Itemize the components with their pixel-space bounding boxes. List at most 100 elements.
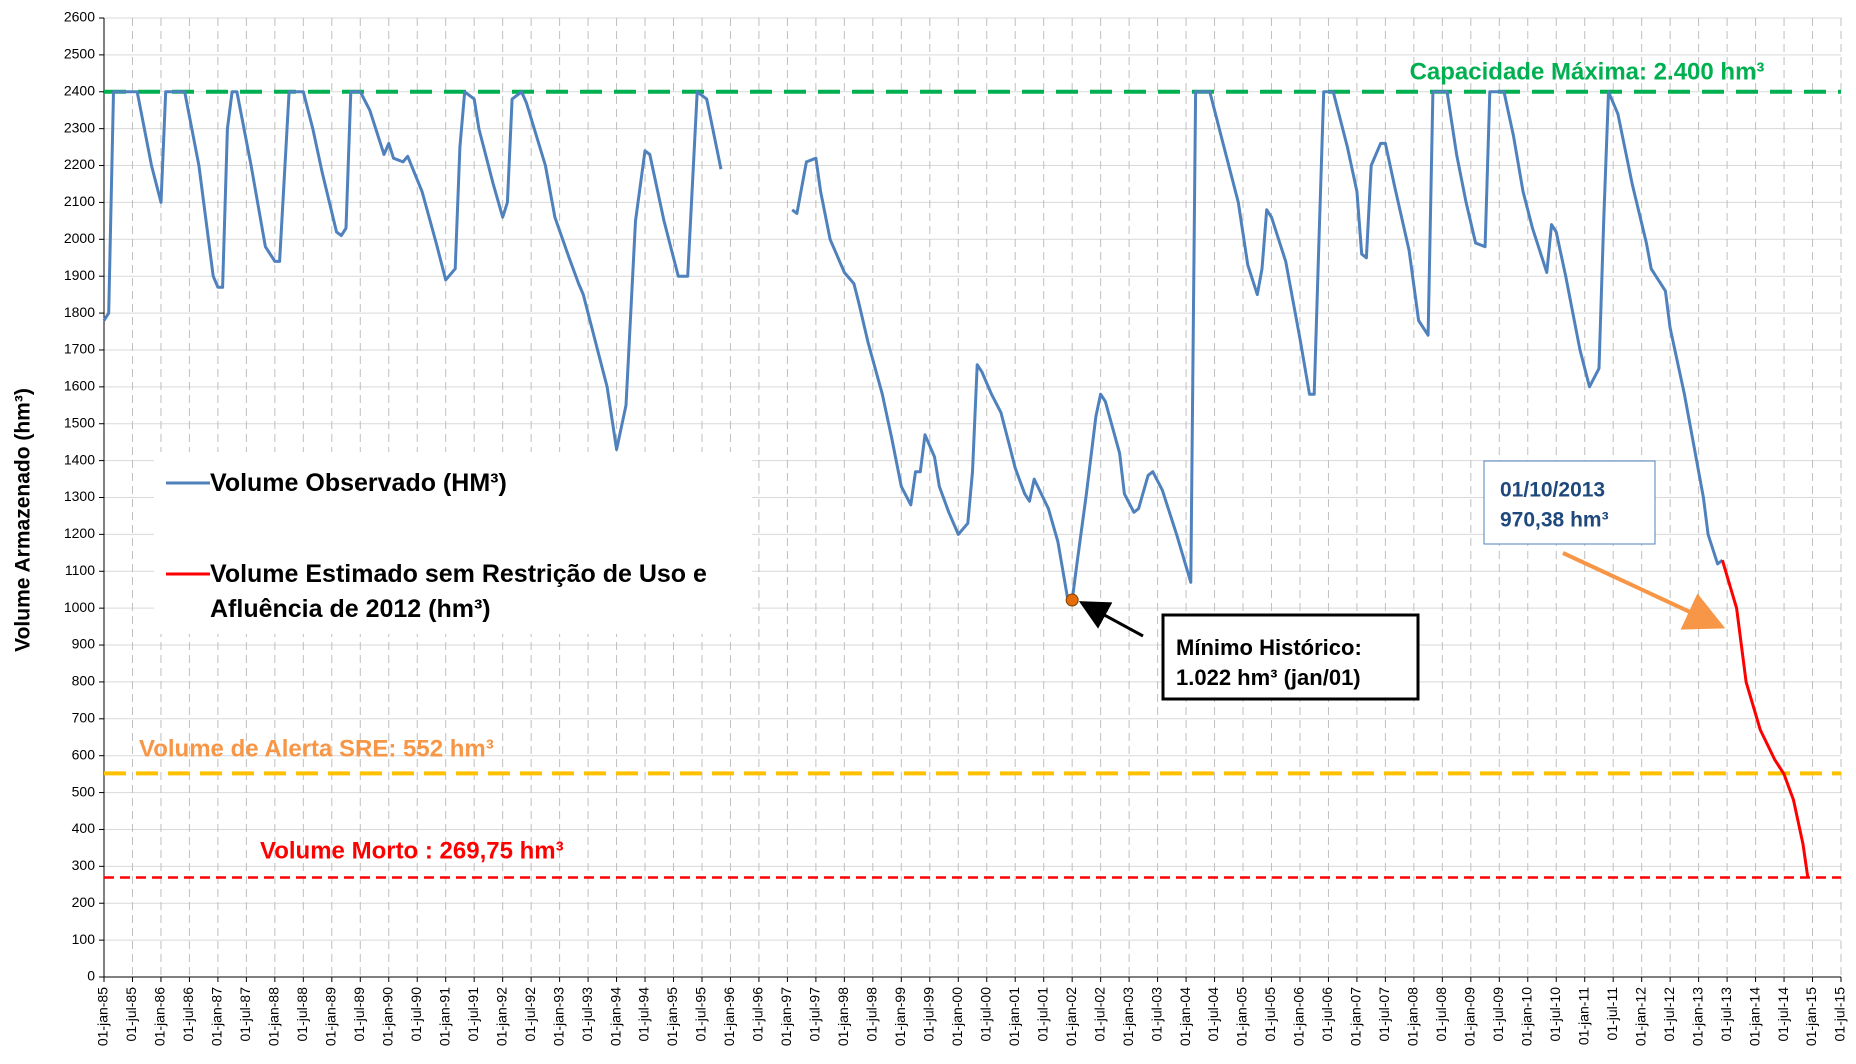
y-tick-label: 1100 [65, 562, 95, 578]
y-tick-label: 300 [72, 857, 96, 873]
y-tick-label: 2100 [64, 193, 95, 209]
x-tick-label: 01-jul-13 [1718, 987, 1734, 1042]
annotation-text: 970,38 hm³ [1500, 509, 1609, 532]
y-tick-label: 1800 [64, 304, 95, 320]
x-tick-label: 01-jul-94 [636, 987, 652, 1042]
y-tick-label: 1900 [64, 267, 95, 283]
y-tick-label: 800 [72, 673, 96, 689]
series-line [102, 90, 1724, 602]
x-tick-label: 01-jul-87 [237, 987, 253, 1042]
x-tick-label: 01-jan-98 [835, 987, 851, 1046]
x-tick-label: 01-jul-85 [123, 987, 139, 1042]
x-tick-label: 01-jul-08 [1433, 987, 1449, 1042]
annotation-text: 01/10/2013 [1500, 479, 1605, 502]
y-tick-label: 1000 [64, 599, 95, 615]
x-tick-label: 01-jan-96 [721, 987, 737, 1046]
x-tick-label: 01-jan-00 [949, 987, 965, 1046]
annotation-text: 1.022 hm³ (jan/01) [1176, 665, 1361, 690]
y-axis-title: Volume Armazenado (hm³) [12, 388, 35, 652]
y-tick-label: 1200 [64, 525, 95, 541]
x-tick-label: 01-jul-97 [807, 987, 823, 1042]
x-tick-label: 01-jul-91 [465, 987, 481, 1042]
x-tick-label: 01-jan-89 [323, 987, 339, 1046]
x-tick-label: 01-jan-86 [152, 987, 168, 1046]
legend-entry-box: Volume Observado (HM³) [210, 469, 507, 497]
series-line [1720, 559, 1810, 878]
x-tick-label: 01-jul-01 [1034, 987, 1050, 1042]
y-tick-label: 200 [72, 894, 96, 910]
min-point [1065, 593, 1079, 607]
x-tick-label: 01-jan-10 [1518, 987, 1534, 1046]
legend-box [154, 452, 752, 634]
x-tick-label: 01-jan-91 [436, 987, 452, 1046]
x-tick-label: 01-jul-11 [1604, 987, 1620, 1041]
y-tick-label: 2600 [64, 9, 95, 25]
x-tick-label: 01-jul-92 [522, 987, 538, 1042]
x-tick-label: 01-jan-09 [1462, 987, 1478, 1046]
annotation-box [1483, 460, 1656, 545]
x-tick-label: 01-jul-15 [1832, 987, 1848, 1042]
x-tick-label: 01-jan-05 [1234, 987, 1250, 1046]
x-tick-label: 01-jul-10 [1547, 987, 1563, 1042]
y-tick-label: 1400 [64, 451, 95, 467]
x-tick-label: 01-jul-93 [579, 987, 595, 1042]
y-tick-label: 0 [87, 968, 95, 984]
x-tick-label: 01-jan-14 [1746, 987, 1762, 1046]
x-tick-label: 01-jan-97 [778, 987, 794, 1046]
x-tick-label: 01-jan-85 [95, 987, 111, 1046]
x-tick-label: 01-jul-12 [1661, 987, 1677, 1042]
x-tick-label: 01-jan-07 [1348, 987, 1364, 1046]
x-tick-label: 01-jul-09 [1490, 987, 1506, 1042]
x-tick-label: 01-jan-01 [1006, 987, 1022, 1046]
x-tick-label: 01-jul-05 [1262, 987, 1278, 1042]
x-tick-label: 01-jul-03 [1148, 987, 1164, 1042]
y-tick-label: 400 [72, 820, 96, 836]
x-tick-label: 01-jul-88 [294, 987, 310, 1042]
x-tick-label: 01-jul-89 [351, 987, 367, 1042]
x-tick-label: 01-jul-06 [1319, 987, 1335, 1042]
x-tick-label: 01-jan-92 [493, 987, 509, 1046]
x-tick-label: 01-jul-99 [920, 987, 936, 1042]
annotation-arrow [1078, 601, 1144, 638]
reference-label: Volume Morto : 269,75 hm³ [260, 837, 564, 864]
y-tick-label: 1500 [64, 414, 95, 430]
x-tick-label: 01-jan-12 [1632, 987, 1648, 1046]
legend-entry: Volume Observado (HM³) [210, 469, 507, 497]
x-tick-label: 01-jan-11 [1575, 987, 1591, 1045]
legend-entry: Volume Estimado sem Restrição de Uso e A… [210, 560, 707, 623]
x-tick-label: 01-jul-90 [408, 987, 424, 1042]
x-tick-label: 01-jan-99 [892, 987, 908, 1046]
x-tick-label: 01-jan-94 [607, 987, 623, 1046]
x-tick-label: 01-jan-88 [266, 987, 282, 1046]
y-tick-label: 500 [72, 783, 96, 799]
y-tick-label: 2200 [64, 156, 95, 172]
legend-entry-box: Volume Estimado sem Restrição de Uso e A… [210, 560, 707, 623]
y-tick-label: 100 [72, 931, 96, 947]
annotation-box [1161, 613, 1420, 701]
y-tick-label: 1700 [64, 341, 95, 357]
x-tick-label: 01-jan-15 [1803, 987, 1819, 1046]
x-tick-label: 01-jan-04 [1177, 987, 1193, 1046]
x-tick-label: 01-jul-14 [1775, 987, 1791, 1042]
x-tick-label: 01-jan-02 [1063, 987, 1079, 1046]
y-tick-label: 600 [72, 746, 96, 762]
y-tick-label: 1600 [64, 378, 95, 394]
x-tick-label: 01-jul-86 [180, 987, 196, 1042]
x-tick-label: 01-jan-13 [1689, 987, 1705, 1046]
y-tick-label: 2300 [64, 119, 95, 135]
y-tick-label: 2000 [64, 230, 95, 246]
x-tick-label: 01-jul-95 [693, 987, 709, 1042]
annotation-text: Mínimo Histórico: [1176, 635, 1362, 660]
reference-label: Volume de Alerta SRE: 552 hm³ [139, 735, 494, 762]
annotation-arrow [1562, 551, 1726, 630]
y-tick-label: 2500 [64, 46, 95, 62]
x-tick-label: 01-jan-93 [550, 987, 566, 1046]
y-tick-label: 700 [72, 710, 96, 726]
x-tick-label: 01-jan-95 [664, 987, 680, 1046]
x-tick-label: 01-jul-07 [1376, 987, 1392, 1042]
y-tick-label: 1300 [64, 488, 95, 504]
y-tick-label: 900 [72, 636, 96, 652]
x-tick-label: 01-jan-03 [1120, 987, 1136, 1046]
x-tick-label: 01-jan-08 [1405, 987, 1421, 1046]
